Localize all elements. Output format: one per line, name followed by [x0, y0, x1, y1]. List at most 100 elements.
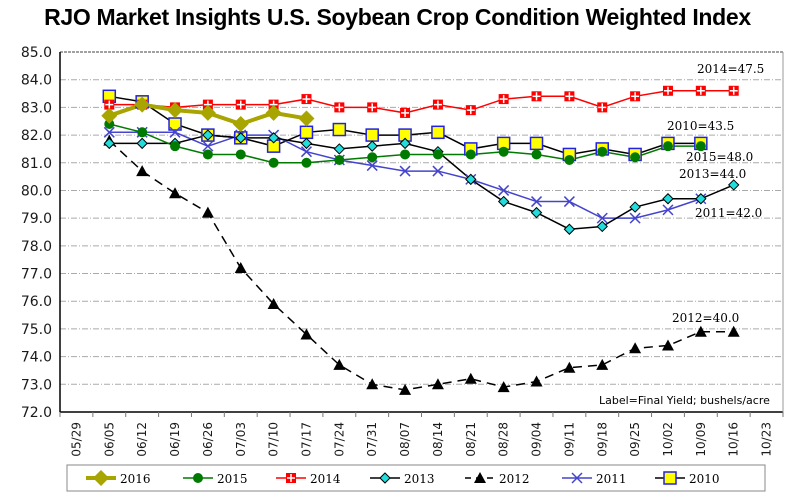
yield-note: Label=Final Yield; bushels/acre — [599, 394, 770, 407]
data-point-2015 — [367, 152, 378, 163]
data-point-2010 — [332, 122, 347, 137]
series-line-2014 — [109, 90, 734, 114]
marker-triangle — [629, 342, 642, 354]
marker-triangle — [136, 165, 149, 177]
x-tick-label: 06/05 — [102, 422, 116, 457]
chart-title: RJO Market Insights U.S. Soybean Crop Co… — [44, 4, 751, 30]
y-tick-label: 73.0 — [21, 377, 52, 393]
axes — [59, 52, 784, 417]
data-point-2014 — [432, 99, 443, 110]
data-point-2011 — [563, 196, 575, 208]
marker-circle — [334, 155, 345, 165]
legend-swatch-marker — [286, 473, 296, 483]
marker-diamond — [563, 223, 576, 235]
data-point-2014 — [564, 91, 575, 102]
marker-diamond — [298, 110, 315, 127]
data-point-2013 — [235, 132, 247, 144]
data-point-2014 — [728, 85, 739, 96]
marker-square — [332, 122, 347, 137]
marker-circle — [235, 149, 246, 160]
x-tick-label: 08/28 — [497, 422, 511, 457]
data-point-2011 — [366, 160, 378, 172]
marker-x-b — [103, 126, 115, 138]
y-tick-label: 77.0 — [21, 267, 52, 283]
y-tick-label: 81.0 — [21, 156, 52, 172]
data-point-2014 — [104, 99, 115, 110]
legend-label: 2016 — [120, 472, 151, 486]
marker-triangle — [366, 378, 379, 390]
series-line-2012 — [108, 140, 734, 391]
marker-x-b — [366, 160, 378, 172]
y-tick-label: 85.0 — [21, 45, 52, 61]
legend-item-2011: 2011 — [562, 472, 627, 486]
x-tick-label: 10/23 — [760, 422, 774, 457]
y-tick-labels: 72.0 73.0 74.0 75.0 76.0 77.0 78.0 79.0 80.0 81.0… — [21, 45, 52, 421]
data-point-2013 — [267, 132, 280, 144]
data-point-2014 — [465, 105, 476, 116]
annotation-2013: 2013=44.0 — [679, 167, 746, 181]
marker-diamond — [333, 143, 346, 155]
y-tick-label: 80.0 — [21, 183, 52, 199]
marker-x-b — [596, 212, 608, 224]
data-point-2012 — [201, 206, 214, 218]
marker-triangle — [661, 339, 674, 351]
data-point-2010 — [529, 136, 544, 151]
x-tick-label: 06/12 — [135, 422, 149, 457]
data-point-2012 — [366, 378, 379, 390]
data-point-2011 — [596, 212, 608, 224]
marker-triangle — [563, 361, 576, 373]
marker-x-b — [169, 126, 181, 138]
marker-circle — [301, 157, 312, 168]
annotation-2015: 2015=48.0 — [686, 150, 753, 164]
y-tick-label: 74.0 — [21, 350, 52, 366]
marker-triangle — [694, 325, 707, 337]
marker-triangle — [474, 472, 486, 483]
data-point-2016 — [134, 96, 151, 113]
data-point-2013 — [563, 223, 576, 235]
data-point-2015 — [564, 155, 575, 165]
data-point-2015 — [235, 149, 246, 160]
y-tick-label: 78.0 — [21, 239, 52, 255]
x-tick-label: 09/25 — [628, 422, 642, 457]
marker-triangle — [333, 358, 346, 370]
data-point-2015 — [137, 127, 148, 138]
y-tick-label: 76.0 — [21, 294, 52, 310]
marker-circle — [564, 155, 575, 165]
legend-swatch-marker — [474, 472, 486, 483]
data-point-2016 — [101, 107, 118, 124]
legend: 2016 2015 2014 2013 2012 2011 2010 — [66, 464, 766, 492]
x-tick-labels: 05/29 06/05 06/12 06/19 06/26 07/03 07/10 07/17… — [69, 422, 773, 457]
marker-x-b — [662, 204, 674, 216]
x-tick-label: 08/21 — [464, 422, 478, 457]
marker-circle — [630, 152, 641, 163]
marker-circle — [498, 146, 509, 157]
data-point-2013 — [399, 137, 411, 150]
marker-diamond — [379, 472, 391, 484]
marker-triangle — [727, 325, 740, 337]
x-tick-label: 07/10 — [267, 422, 281, 457]
data-point-2012 — [563, 361, 576, 373]
marker-diamond — [235, 132, 247, 144]
data-point-2013 — [695, 193, 707, 205]
data-point-2013 — [333, 143, 346, 155]
series-markers — [101, 85, 740, 395]
data-point-2012 — [694, 325, 707, 337]
data-point-2013 — [366, 140, 378, 152]
data-point-2014 — [367, 102, 378, 113]
data-point-2012 — [497, 381, 510, 393]
marker-circle — [465, 149, 476, 160]
annotation-2010: 2010=43.5 — [667, 119, 734, 133]
marker-x-b — [498, 184, 510, 196]
data-point-2012 — [169, 187, 182, 199]
data-point-2014 — [597, 102, 608, 113]
data-point-2012 — [333, 358, 346, 370]
data-point-2015 — [301, 157, 312, 168]
marker-diamond — [366, 140, 378, 152]
legend-label: 2015 — [217, 472, 248, 486]
marker-triangle — [201, 206, 214, 218]
marker-triangle — [530, 375, 543, 387]
data-point-2014 — [400, 107, 411, 118]
data-point-2012 — [464, 372, 477, 384]
y-tick-label: 79.0 — [21, 211, 52, 227]
data-point-2016 — [199, 104, 216, 121]
